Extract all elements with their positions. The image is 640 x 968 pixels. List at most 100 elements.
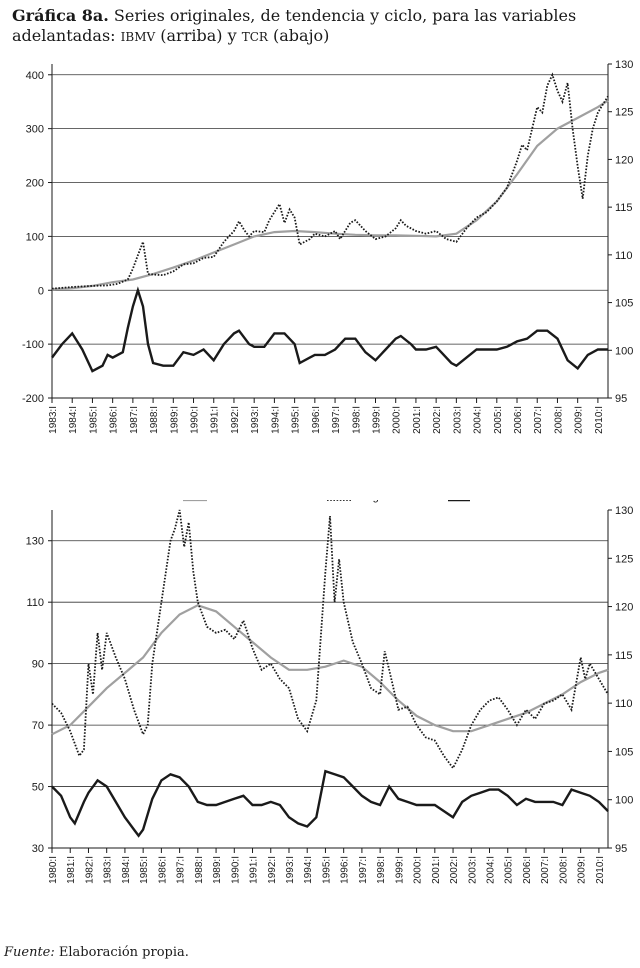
- title-figure-number: Gráfica 8a.: [12, 6, 109, 25]
- ibmv-right-tick-label: 110: [615, 250, 633, 262]
- legend-original-label: Original: [358, 500, 396, 503]
- ibmv-x-tick-label: 1989:I: [169, 406, 180, 434]
- ibmv-left-tick-label: 0: [38, 285, 44, 297]
- ibmv-series-ciclo: [51, 286, 608, 373]
- tcr-x-tick-label: 1995:I: [321, 856, 332, 884]
- ibmv-series-tendencia: [51, 99, 609, 291]
- ibmv-x-tick-label: 2010:I: [594, 406, 605, 434]
- ibmv-right-tick-label: 100: [615, 345, 633, 357]
- tcr-x-tick-label: 2009:I: [577, 856, 588, 884]
- ibmv-x-tick-label: 2009:I: [574, 406, 585, 434]
- tcr-right-tick-label: 105: [615, 746, 633, 758]
- tcr-x-tick-label: 1982:I: [84, 856, 95, 884]
- title-line-1: Gráfica 8a. Series originales, de tenden…: [12, 6, 612, 26]
- ibmv-x-tick-label: 1991:I: [210, 406, 221, 434]
- tcr-series-ciclo: [51, 769, 609, 838]
- source-label: Fuente:: [4, 945, 55, 960]
- ibmv-series-original: [51, 72, 609, 290]
- tcr-x-tick-label: 1989:I: [212, 856, 223, 884]
- ibmv-x-tick-label: 1994:I: [270, 406, 281, 434]
- tcr-left-tick-label: 30: [32, 843, 44, 855]
- ibmv-x-tick-label: 2007:I: [533, 406, 544, 434]
- ibmv-x-tick-label: 1987:I: [129, 406, 140, 434]
- tcr-right-tick-label: 130: [615, 505, 633, 517]
- ibmv-x-tick-label: 1999:I: [371, 406, 382, 434]
- tcr-left-tick-label: 90: [32, 659, 44, 671]
- ibmv-x-tick-label: 1990:I: [190, 406, 201, 434]
- tcr-x-tick-label: 1981:I: [66, 856, 77, 884]
- ibmv-right-tick-label: 105: [615, 298, 633, 310]
- tcr-x-tick-label: 2000:I: [413, 856, 424, 884]
- title-text-1: Series originales, de tendencia y ciclo,…: [108, 6, 577, 25]
- ibmv-right-tick-label: 130: [615, 59, 633, 71]
- tcr-x-tick-label: 1984:I: [121, 856, 132, 884]
- tcr-x-tick-label: 2007:I: [540, 856, 551, 884]
- tcr-chart: 30 50 70 90 110 130 95 100 105 110 115 120 125 130 198…: [26, 500, 633, 884]
- tcr-left-tick-label: 110: [26, 597, 44, 609]
- source-text: Elaboración propia.: [54, 945, 189, 960]
- ibmv-x-tick-label: 2001:I: [412, 406, 423, 434]
- title-text-3: (arriba) y: [155, 26, 242, 45]
- tcr-x-tick-label: 1987:I: [176, 856, 187, 884]
- ibmv-right-tick-label: 95: [615, 393, 627, 405]
- tcr-x-tick-label: 2003:I: [467, 856, 478, 884]
- ibmv-x-tick-label: 1996:I: [311, 406, 322, 434]
- tcr-right-tick-label: 115: [615, 650, 633, 662]
- ibmv-left-tick-label: -100: [22, 339, 44, 351]
- tcr-x-tick-label: 1980:I: [48, 856, 59, 884]
- tcr-x-tick-label: 1988:I: [194, 856, 205, 884]
- tcr-x-tick-label: 1999:I: [394, 856, 405, 884]
- tcr-x-tick-label: 2002:I: [449, 856, 460, 884]
- ibmv-x-tick-label: 2008:I: [553, 406, 564, 434]
- tcr-left-tick-label: 70: [32, 720, 44, 732]
- ibmv-right-tick-label: 115: [615, 202, 633, 214]
- ibmv-right-tick-label: 120: [615, 154, 633, 166]
- tcr-series-original: [51, 509, 609, 770]
- tcr-x-tick-label: 2006:I: [522, 856, 533, 884]
- title-text-4: (abajo): [267, 26, 330, 45]
- ibmv-x-tick-label: 1992:I: [230, 406, 241, 434]
- tcr-x-tick-label: 1994:I: [303, 856, 314, 884]
- tcr-x-tick-label: 1991:I: [249, 856, 260, 884]
- tcr-x-tick-label: 1986:I: [157, 856, 168, 884]
- tcr-x-tick-label: 2005:I: [504, 856, 515, 884]
- tcr-x-tick-label: 1990:I: [230, 856, 241, 884]
- ibmv-x-tick-label: 1988:I: [149, 406, 160, 434]
- tcr-x-tick-label: 2001:I: [431, 856, 442, 884]
- ibmv-left-tick-label: -200: [22, 393, 44, 405]
- tcr-right-tick-label: 95: [615, 843, 627, 855]
- title-line-2: adelantadas: IBMV (arriba) y TCR (abajo): [12, 26, 612, 47]
- tcr-x-tick-label: 1983:I: [103, 856, 114, 884]
- ibmv-x-tick-label: 2006:I: [513, 406, 524, 434]
- title-ibmv: IBMV: [120, 30, 156, 44]
- ibmv-left-tick-label: 300: [26, 124, 44, 136]
- title-tcr: TCR: [241, 30, 268, 44]
- tcr-x-tick-label: 2010:I: [595, 856, 606, 884]
- tcr-x-tick-label: 1992:I: [267, 856, 278, 884]
- source-note: Fuente: Elaboración propia.: [4, 945, 189, 960]
- tcr-x-tick-label: 1993:I: [285, 856, 296, 884]
- ibmv-left-tick-label: 400: [26, 70, 44, 82]
- tcr-right-tick-label: 120: [615, 602, 633, 614]
- ibmv-right-tick-label: 125: [615, 107, 633, 119]
- tcr-x-tick-label: 1997:I: [358, 856, 369, 884]
- tcr-x-tick-label: 1985:I: [139, 856, 150, 884]
- ibmv-x-tick-label: 1998:I: [351, 406, 362, 434]
- ibmv-x-tick-label: 1984:I: [68, 406, 79, 434]
- tcr-x-tick-label: 1998:I: [376, 856, 387, 884]
- legend-tendencia-label: Tendencia: [214, 500, 265, 503]
- tcr-right-tick-label: 110: [615, 698, 633, 710]
- ibmv-x-tick-label: 1993:I: [250, 406, 261, 434]
- tcr-x-tick-label: 2008:I: [558, 856, 569, 884]
- ibmv-x-tick-label: 1983:I: [48, 406, 59, 434]
- title-text-2: adelantadas:: [12, 26, 121, 45]
- tcr-x-tick-label: 1996:I: [340, 856, 351, 884]
- ibmv-x-tick-label: 1997:I: [331, 406, 342, 434]
- tcr-x-tick-label: 2004:I: [486, 856, 497, 884]
- tcr-left-tick-label: 130: [26, 536, 44, 548]
- ibmv-x-tick-label: 2005:I: [493, 406, 504, 434]
- ibmv-x-tick-label: 2002:I: [432, 406, 443, 434]
- ibmv-left-tick-label: 100: [26, 231, 44, 243]
- tcr-right-tick-label: 125: [615, 553, 633, 565]
- ibmv-x-tick-label: 2004:I: [473, 406, 484, 434]
